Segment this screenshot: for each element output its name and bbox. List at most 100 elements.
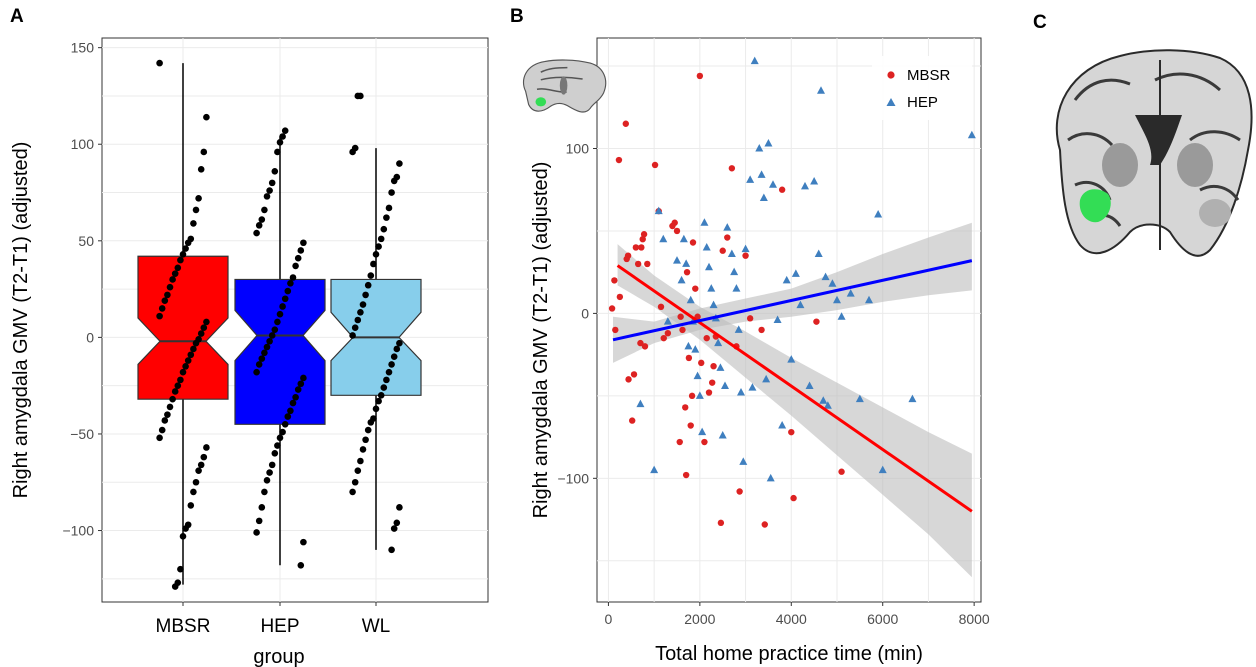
point-hep [821,272,830,281]
point-hep [707,284,716,292]
panel-b-points [608,56,976,528]
point-wl [354,467,362,474]
point-hep [268,461,276,469]
point-hep [762,374,771,383]
point-hep [741,244,750,253]
point-hep [253,529,260,536]
point-mbsr [638,244,645,251]
point-mbsr [177,565,184,573]
point-mbsr [688,392,696,400]
point-hep [769,180,777,188]
point-wl [396,160,403,167]
point-mbsr [709,379,716,386]
point-mbsr [190,220,197,227]
point-hep [255,361,263,368]
point-wl [388,546,395,554]
point-hep [773,315,782,323]
point-wl [390,525,398,532]
point-mbsr [651,161,659,169]
point-mbsr [161,297,169,304]
point-wl [362,291,369,299]
y-tick-label: 50 [78,233,94,249]
point-mbsr [664,329,672,337]
panel-a-points [156,59,403,590]
point-hep [698,427,707,436]
point-mbsr [625,376,632,383]
point-hep [279,133,286,140]
point-hep [679,234,688,243]
point-hep [805,381,814,389]
point-wl [385,204,393,212]
point-wl [390,177,398,185]
point-mbsr [197,330,205,337]
point-wl [383,376,390,384]
panel-a-x-axis-title: group [253,646,304,667]
point-hep [721,381,729,389]
point-mbsr [689,239,697,246]
point-mbsr [746,315,754,322]
point-mbsr [203,318,210,326]
point-hep [289,274,297,281]
point-wl [377,235,385,243]
point-mbsr [717,519,725,527]
point-mbsr [629,417,636,424]
point-wl [370,260,377,268]
point-mbsr [187,502,195,509]
point-hep [787,355,796,363]
point-mbsr [195,467,202,474]
point-mbsr [736,488,743,495]
point-hep [755,143,764,152]
point-hep [636,399,645,408]
panel-b-gridlines [597,38,981,602]
point-wl [351,478,359,486]
panel-letter-c: C [1033,12,1047,33]
point-wl [349,488,356,496]
point-mbsr [156,434,163,442]
point-hep [817,86,825,94]
point-wl [390,353,398,360]
point-mbsr [203,113,210,121]
point-mbsr [158,305,166,312]
point-hep [253,229,260,237]
point-mbsr [158,426,166,434]
point-mbsr [192,339,200,347]
point-mbsr [166,283,174,291]
point-hep [814,249,823,258]
point-mbsr [177,256,184,264]
point-mbsr [612,326,619,334]
point-mbsr [692,285,699,292]
point-mbsr [200,148,208,156]
point-hep [778,421,787,429]
point-hep [255,222,263,229]
point-mbsr [174,382,182,389]
point-wl [357,457,364,465]
point-mbsr [156,312,163,320]
point-mbsr [710,362,717,370]
point-mbsr [813,318,820,325]
point-mbsr [615,156,623,164]
point-mbsr [187,351,195,359]
x-tick-label: 8000 [959,611,990,627]
point-hep [766,473,775,482]
panel-a-y-axis-title: Right amygdala GMV (T2-T1) (adjusted) [10,142,32,499]
point-wl [362,436,369,444]
point-hep [268,332,276,339]
point-mbsr [685,354,693,362]
point-hep [279,428,286,436]
point-hep [705,262,713,271]
point-hep [271,449,279,457]
point-mbsr [177,376,184,384]
brain-thumbnail [522,59,607,113]
point-mbsr [200,324,208,332]
point-mbsr [640,231,648,238]
fit-line-mbsr [616,264,973,513]
point-wl [385,368,393,376]
amygdala-roi [1079,189,1111,223]
point-mbsr [174,264,182,272]
point-wl [364,281,372,289]
point-hep [874,209,883,218]
point-mbsr [698,359,705,367]
point-hep [263,343,271,351]
legend-mbsr-label: MBSR [907,67,951,84]
point-wl [367,272,375,279]
